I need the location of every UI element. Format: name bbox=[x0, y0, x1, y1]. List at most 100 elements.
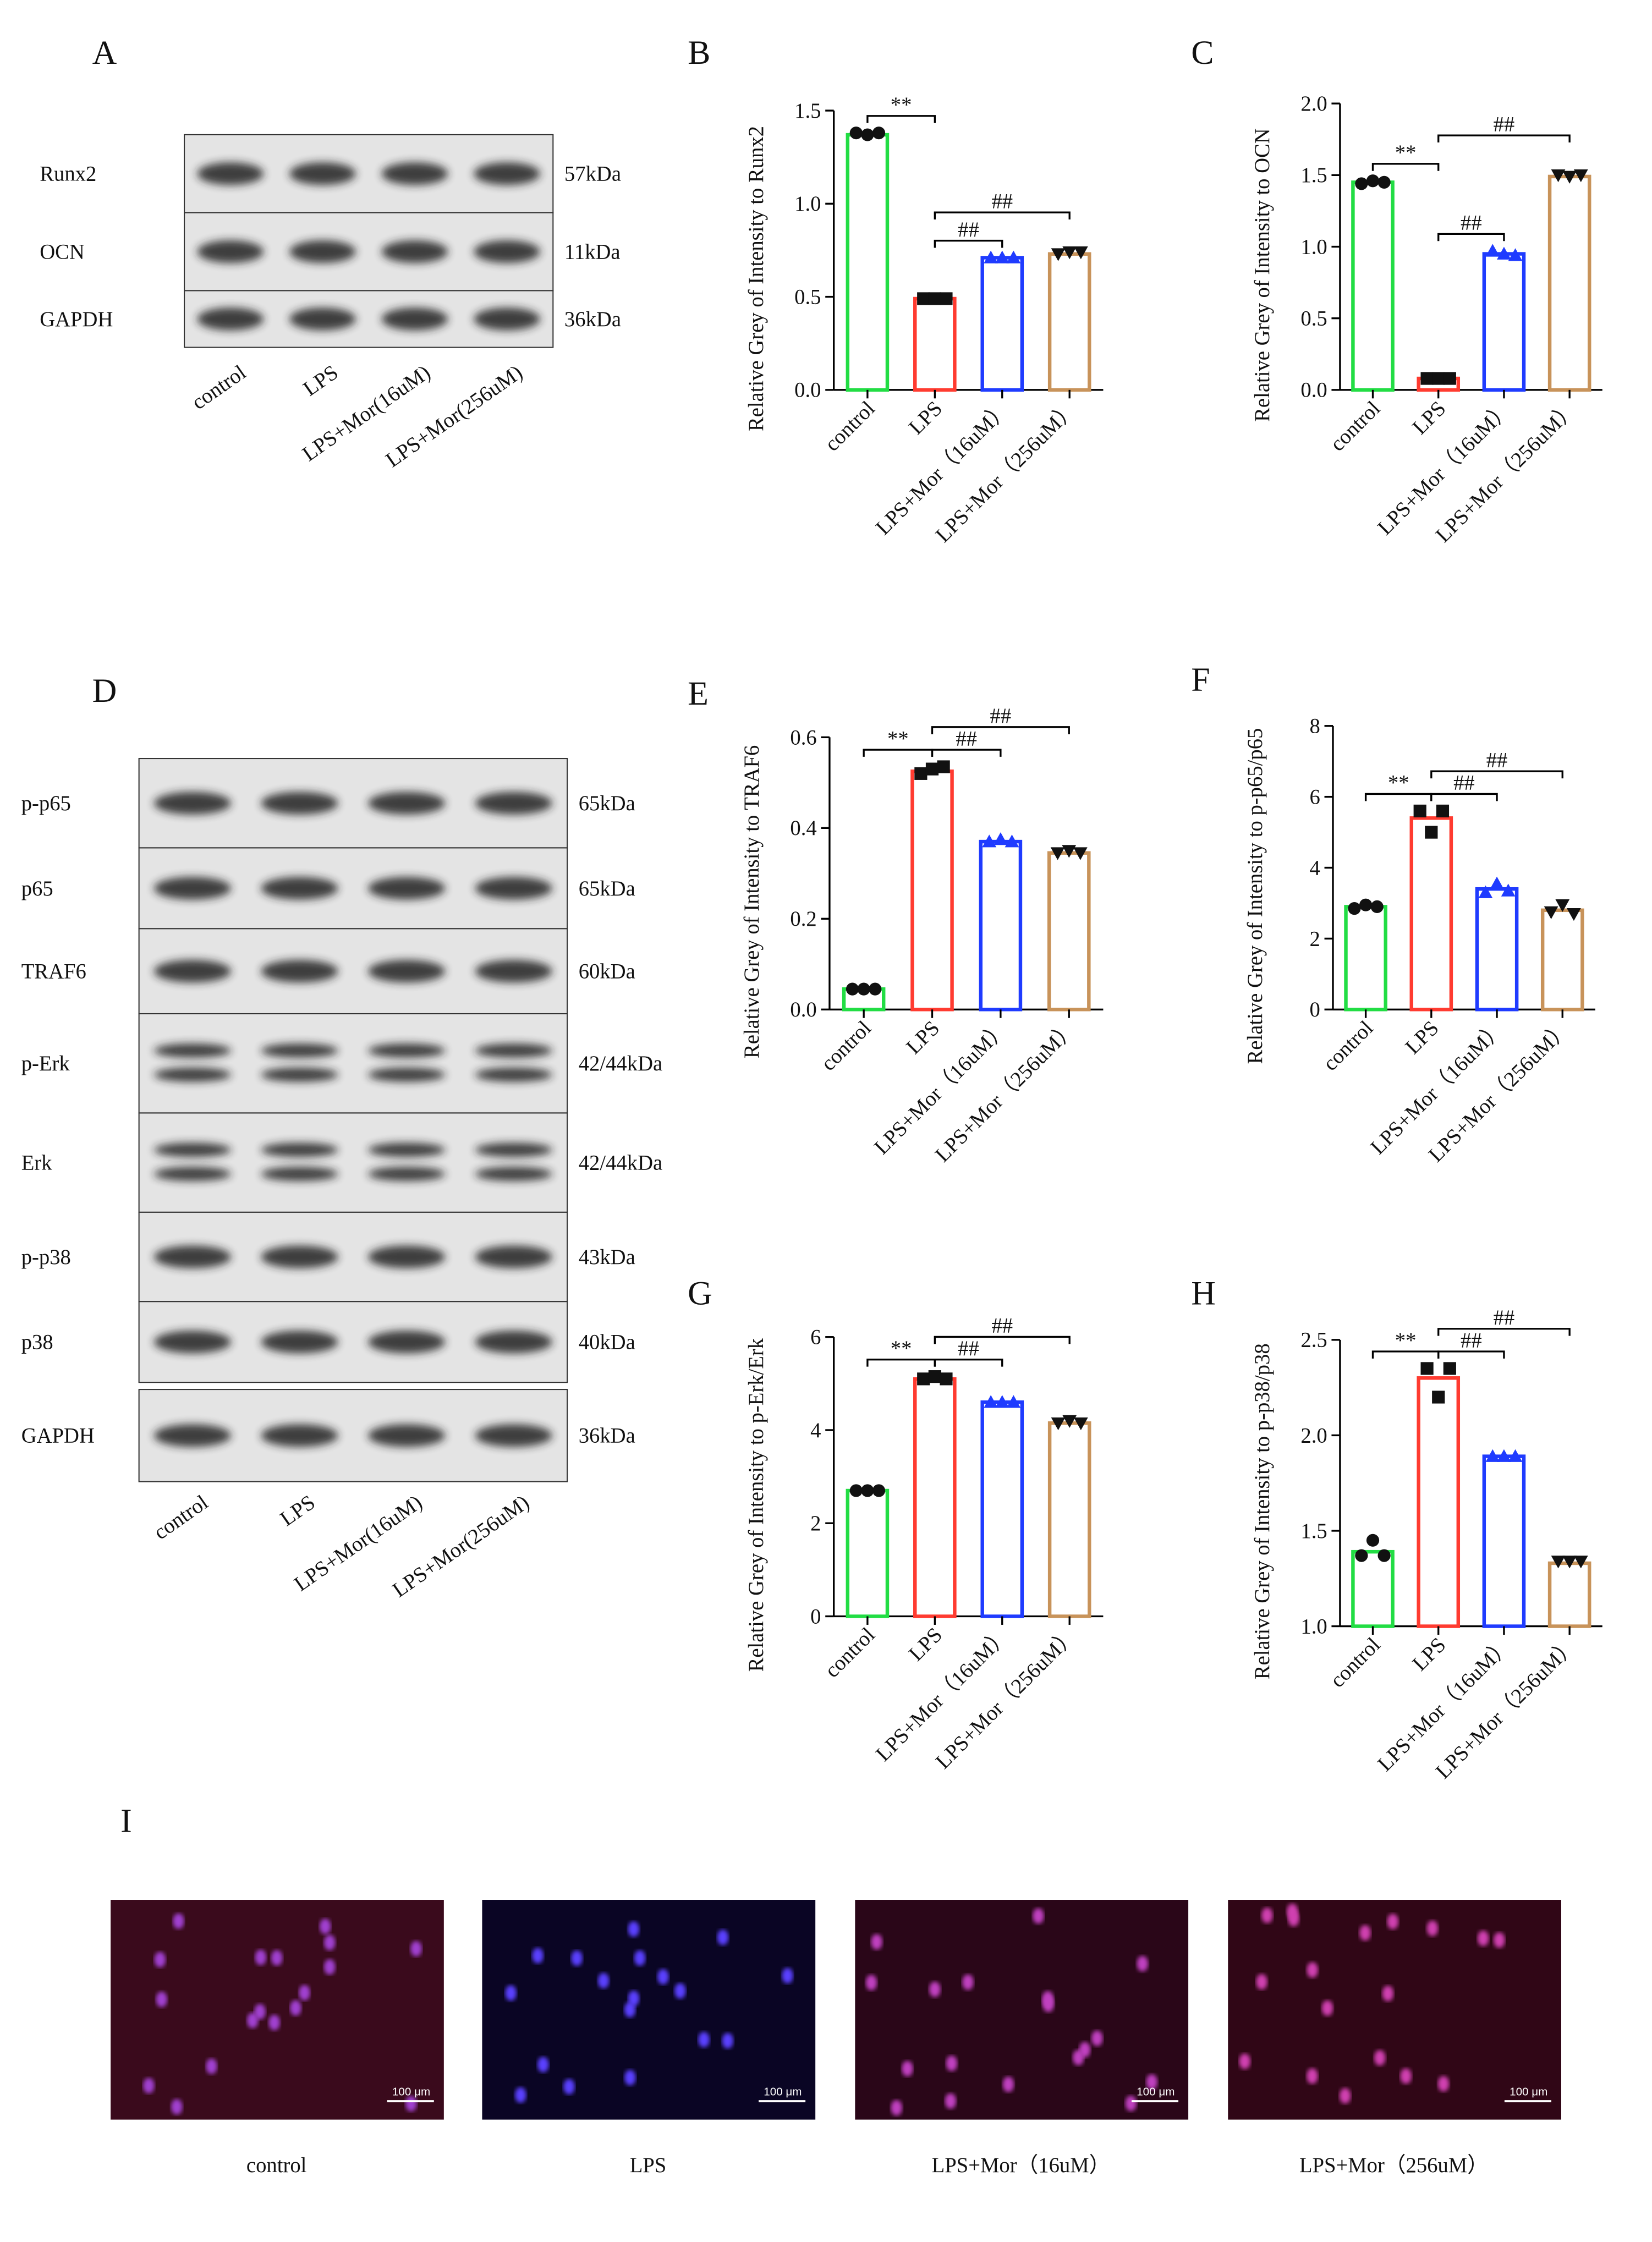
blot-band bbox=[153, 1043, 232, 1058]
data-point bbox=[1478, 885, 1493, 898]
cell-nucleus bbox=[1374, 2050, 1386, 2066]
blot-band bbox=[261, 1142, 338, 1157]
blot-band bbox=[153, 1331, 232, 1354]
y-tick-label: 0.0 bbox=[790, 998, 816, 1021]
data-point bbox=[1413, 804, 1426, 818]
data-point bbox=[1562, 171, 1577, 184]
y-tick-label: 1.0 bbox=[1300, 1615, 1327, 1638]
significance-bracket bbox=[934, 1336, 1071, 1344]
data-point bbox=[861, 128, 874, 141]
significance-label: ** bbox=[1388, 772, 1409, 795]
significance-bracket bbox=[1364, 793, 1433, 801]
blot-band bbox=[475, 792, 552, 815]
blot-band bbox=[474, 240, 540, 263]
x-tick-label: control bbox=[1326, 397, 1385, 456]
scale-bar-label: 100 μm bbox=[1510, 2086, 1547, 2098]
cell-nucleus bbox=[171, 2099, 183, 2115]
cell-nucleus bbox=[537, 2057, 549, 2073]
data-point bbox=[917, 1372, 930, 1386]
blot-band bbox=[261, 877, 338, 900]
blot-size-label: 60kDa bbox=[579, 960, 635, 983]
bar bbox=[1047, 851, 1091, 1012]
data-point bbox=[1062, 246, 1077, 260]
blot-band bbox=[368, 1245, 446, 1268]
bar bbox=[1482, 1454, 1526, 1628]
micrograph bbox=[1228, 1900, 1561, 2120]
bar bbox=[913, 296, 957, 392]
data-point bbox=[1062, 1415, 1077, 1428]
cell-nucleus bbox=[929, 1981, 941, 1997]
cell-nucleus bbox=[1042, 1996, 1055, 2013]
cell-nucleus bbox=[268, 2014, 280, 2031]
image-caption: LPS+Mor（16uM） bbox=[932, 2154, 1111, 2177]
x-tick-label: LPS bbox=[904, 397, 947, 439]
significance-label: ## bbox=[1494, 113, 1515, 136]
cell-nucleus bbox=[1359, 1925, 1371, 1941]
blot-band bbox=[368, 1043, 446, 1058]
data-point bbox=[1490, 876, 1504, 889]
blot-band bbox=[261, 1167, 338, 1182]
cell-nucleus bbox=[628, 1990, 640, 2007]
y-axis-label: Relative Grey of Intensity to p-Erk/Erk bbox=[745, 1338, 768, 1672]
cell-nucleus bbox=[597, 1972, 610, 1989]
data-point bbox=[995, 250, 1009, 263]
blot-band bbox=[475, 1043, 552, 1058]
cell-nucleus bbox=[254, 2004, 266, 2020]
significance-bracket bbox=[931, 726, 1070, 734]
data-point bbox=[1006, 1395, 1021, 1408]
y-tick-label: 6 bbox=[810, 1326, 821, 1349]
data-point bbox=[1377, 1549, 1391, 1562]
blot-band bbox=[474, 307, 540, 331]
data-point bbox=[1377, 175, 1391, 189]
data-point bbox=[1485, 1449, 1500, 1462]
blot-band bbox=[381, 162, 448, 185]
data-point bbox=[1551, 169, 1566, 183]
cell-nucleus bbox=[1261, 1908, 1273, 1924]
blot-band bbox=[261, 1424, 338, 1447]
x-tick-label: control bbox=[1319, 1016, 1377, 1075]
bar bbox=[980, 256, 1024, 392]
data-point bbox=[1355, 1549, 1368, 1562]
cell-nucleus bbox=[1307, 2068, 1318, 2084]
cell-nucleus bbox=[634, 1950, 646, 1966]
x-tick-label: LPS bbox=[904, 1623, 947, 1666]
cell-nucleus bbox=[1339, 2088, 1351, 2104]
cell-nucleus bbox=[323, 1935, 336, 1950]
lane-label: LPS bbox=[276, 1491, 320, 1531]
cell-nucleus bbox=[871, 1934, 882, 1950]
cell-nucleus bbox=[865, 1975, 877, 1991]
lane-label: control bbox=[188, 361, 250, 414]
x-tick-label: control bbox=[817, 1016, 876, 1075]
blot-band bbox=[368, 792, 446, 815]
blot-band bbox=[289, 240, 356, 263]
significance-bracket bbox=[1437, 1328, 1571, 1336]
blot-size-label: 42/44kDa bbox=[579, 1052, 662, 1075]
bar bbox=[1351, 180, 1395, 392]
scale-bar-label: 100 μm bbox=[764, 2086, 802, 2098]
cell-nucleus bbox=[624, 2070, 636, 2086]
data-point bbox=[917, 292, 930, 305]
data-point bbox=[1005, 834, 1019, 848]
cell-nucleus bbox=[246, 2013, 259, 2029]
cell-nucleus bbox=[1477, 1930, 1489, 1947]
blot-band bbox=[153, 1142, 232, 1157]
data-point bbox=[1420, 1362, 1434, 1375]
data-point bbox=[984, 250, 998, 263]
cell-nucleus bbox=[1239, 2053, 1251, 2069]
blot-band bbox=[153, 960, 232, 983]
cell-nucleus bbox=[1426, 1920, 1439, 1936]
panel-letter: E bbox=[688, 675, 709, 712]
blot-row-label: p-p65 bbox=[21, 792, 71, 815]
cell-nucleus bbox=[1033, 1908, 1044, 1924]
blot-band bbox=[261, 1331, 338, 1354]
cell-nucleus bbox=[410, 1941, 422, 1957]
significance-label: ## bbox=[1494, 1306, 1515, 1329]
x-tick-label: control bbox=[821, 1623, 880, 1682]
significance-label: ## bbox=[1486, 749, 1508, 772]
blot-band bbox=[261, 792, 338, 815]
cell-nucleus bbox=[722, 2033, 734, 2049]
significance-bracket bbox=[1437, 233, 1505, 241]
cell-nucleus bbox=[532, 1948, 544, 1964]
data-point bbox=[1562, 1556, 1577, 1569]
cell-nucleus bbox=[143, 2078, 155, 2093]
